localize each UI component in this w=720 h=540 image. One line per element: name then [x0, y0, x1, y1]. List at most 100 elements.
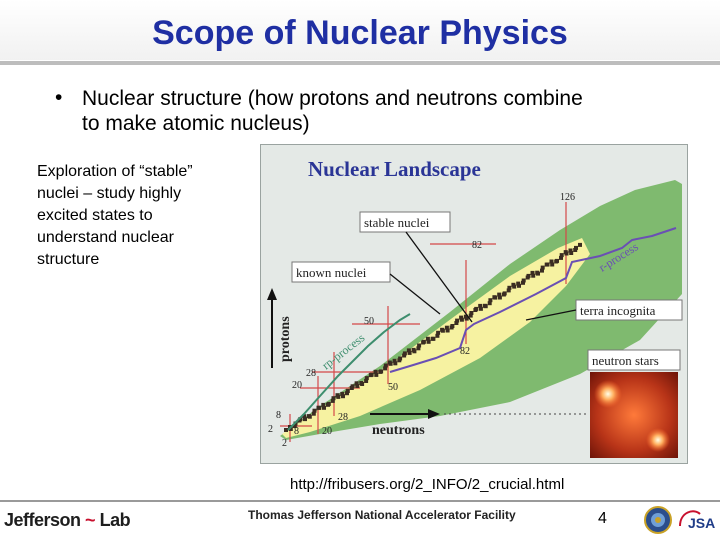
- nuclear-landscape-figure: Nuclear Landscape stable nuclei known nu…: [260, 144, 688, 464]
- stable-nucleus-cell: [288, 427, 293, 431]
- stable-nucleus-cell: [450, 324, 455, 328]
- stable-nucleus-cell: [506, 288, 511, 293]
- stable-nucleus-cell: [493, 295, 498, 300]
- neutrons-arrowhead: [428, 409, 440, 419]
- magic-number-labels: 126 82 82 50 50 28 28 20 20 8 8 2 2: [268, 192, 575, 449]
- stable-nucleus-cell: [298, 417, 303, 422]
- stable-nucleus-cell: [364, 379, 369, 383]
- stable-nucleus-cell: [516, 281, 521, 286]
- stable-nucleus-cell: [569, 251, 574, 255]
- stable-nucleus-cell: [302, 414, 307, 419]
- stable-nucleus-cell: [417, 343, 422, 348]
- jsa-logo-text: JSA: [688, 515, 715, 531]
- side-note-line: understand nuclear: [37, 229, 174, 246]
- stable-nucleus-cell: [464, 316, 469, 321]
- bullet-text: Nuclear structure (how protons and neutr…: [82, 86, 682, 136]
- stable-nucleus-cell: [374, 372, 379, 377]
- stable-nucleus-cell: [379, 369, 384, 374]
- stable-nucleus-cell: [550, 262, 555, 267]
- stable-nucleus-cell: [336, 394, 341, 399]
- stable-nucleus-cell: [521, 280, 525, 285]
- stable-nucleus-cell: [559, 253, 564, 258]
- stable-nucleus-cell: [574, 245, 578, 250]
- side-note-line: nuclei – study highly: [37, 185, 182, 202]
- stable-nucleus-cell: [540, 268, 544, 273]
- label-box: [587, 349, 681, 371]
- stable-nuclei-label: stable nuclei: [364, 215, 430, 230]
- stable-nucleus-cell: [549, 259, 554, 264]
- magic-number-label: 2: [268, 424, 273, 435]
- stable-nucleus-cell: [312, 408, 317, 413]
- stable-nucleus-cell: [512, 284, 517, 289]
- stable-nucleus-cell: [393, 361, 398, 366]
- magic-number-label: 50: [364, 316, 374, 327]
- stable-nucleus-cell: [317, 405, 322, 410]
- stable-nucleus-cell: [454, 321, 459, 325]
- stable-nucleus-cell: [488, 298, 493, 303]
- side-note-line: structure: [37, 251, 100, 268]
- stable-nucleus-cell: [345, 391, 349, 396]
- title-divider: [0, 61, 720, 65]
- stable-nucleus-cell: [526, 273, 531, 278]
- stable-nucleus-cell: [555, 258, 559, 263]
- terra-incognita-label: terra incognita: [580, 303, 656, 318]
- stable-nucleus-cell: [330, 398, 335, 403]
- logo-text-jefferson: Jefferson: [4, 510, 81, 530]
- stable-nucleus-cell: [483, 304, 488, 309]
- stable-nucleus-cell: [502, 291, 507, 296]
- magic-number-label: 28: [306, 368, 316, 379]
- stable-nucleus-cell: [459, 315, 464, 320]
- stable-nucleus-cell: [573, 248, 578, 252]
- magic-number-label: 20: [322, 426, 332, 437]
- jsa-logo-icon: JSA: [679, 510, 715, 531]
- stable-nuclei-squares: [284, 242, 582, 432]
- stable-nucleus-cell: [445, 328, 450, 333]
- stable-nucleus-cell: [340, 391, 345, 396]
- stable-nucleus-cell: [331, 396, 336, 401]
- stable-nucleus-cell: [350, 384, 355, 389]
- stable-nucleus-cell: [545, 262, 550, 267]
- stable-nucleus-cell: [402, 351, 407, 356]
- side-note-line: excited states to: [37, 207, 153, 224]
- stable-nucleus-cell: [521, 278, 526, 283]
- neutron-star-glow: [594, 380, 622, 408]
- stable-nucleus-cell: [435, 333, 440, 338]
- neutrons-axis-label: neutrons: [372, 423, 425, 438]
- protons-axis-label: protons: [278, 316, 293, 362]
- magic-number-label: 2: [282, 438, 287, 449]
- neutron-stars-label: neutron stars: [592, 353, 659, 368]
- stable-nucleus-cell: [416, 346, 421, 351]
- stable-nucleus-cell: [487, 301, 492, 306]
- magic-number-label: 82: [472, 240, 482, 251]
- footer-divider: [0, 500, 720, 502]
- stable-nucleus-cell: [478, 303, 483, 308]
- jefferson-lab-logo: Jefferson ~ Lab: [4, 510, 131, 531]
- stable-nucleus-cell: [455, 318, 460, 323]
- neutron-star-glow: [646, 428, 670, 452]
- stable-nucleus-cell: [364, 376, 369, 381]
- stable-nucleus-cell: [412, 349, 417, 354]
- bullet-line-2: to make atomic nucleus): [82, 112, 310, 135]
- stable-nucleus-cell: [421, 339, 426, 344]
- stable-nucleus-cell: [292, 424, 297, 428]
- source-url: http://fribusers.org/2_INFO/2_crucial.ht…: [290, 476, 565, 493]
- stable-nucleus-cell: [341, 394, 345, 399]
- stable-nucleus-cell: [469, 311, 474, 315]
- doe-seal-icon: [644, 506, 672, 534]
- magic-number-label: 20: [292, 380, 302, 391]
- magic-number-label: 28: [338, 412, 348, 423]
- stable-nucleus-cell: [326, 401, 331, 406]
- stable-nucleus-cell: [474, 306, 479, 311]
- stable-nucleus-cell: [536, 271, 540, 276]
- stable-nucleus-cell: [517, 283, 521, 288]
- stable-nucleus-cell: [540, 265, 545, 270]
- magic-number-label: 82: [460, 346, 470, 357]
- stable-nucleus-cell: [444, 325, 449, 330]
- magic-number-label: 126: [560, 192, 575, 203]
- stable-nucleus-cell: [321, 402, 326, 407]
- stable-nucleus-cell: [431, 336, 436, 341]
- bullet-line-1: Nuclear structure (how protons and neutr…: [82, 87, 583, 110]
- stable-nucleus-cell: [388, 361, 393, 366]
- magic-number-label: 8: [294, 426, 299, 437]
- known-nuclei-label: known nuclei: [296, 265, 367, 280]
